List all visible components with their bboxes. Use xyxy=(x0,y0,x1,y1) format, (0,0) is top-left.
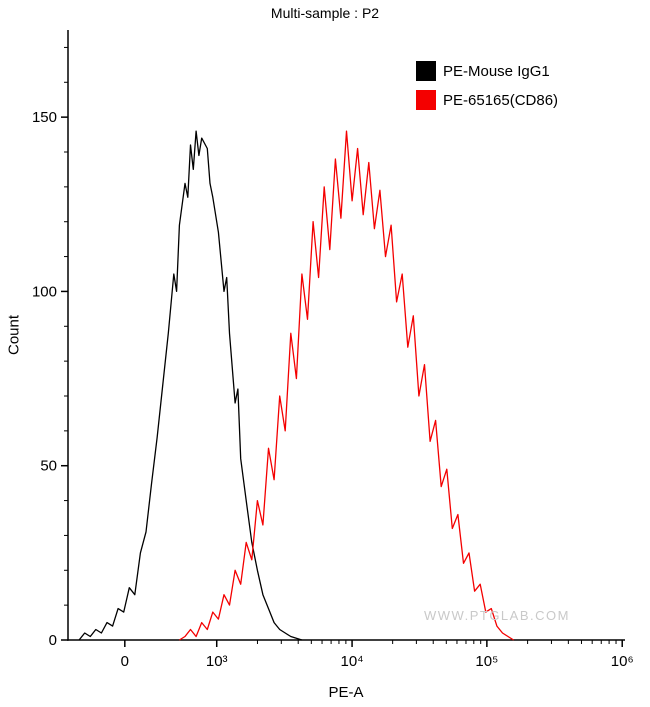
y-tick-label: 50 xyxy=(40,458,57,475)
legend-entry-igg1: PE-Mouse IgG1 xyxy=(416,61,558,81)
x-tick-label: 10⁵ xyxy=(475,653,498,670)
y-axis-label: Count xyxy=(5,314,23,356)
y-tick-label: 150 xyxy=(32,109,57,126)
histogram-trace-0 xyxy=(78,130,303,641)
y-tick-label: 0 xyxy=(49,632,57,649)
legend-swatch-black xyxy=(416,61,436,81)
legend-label-igg1: PE-Mouse IgG1 xyxy=(443,62,550,80)
legend-entry-cd86: PE-65165(CD86) xyxy=(416,90,558,110)
legend-label-cd86: PE-65165(CD86) xyxy=(443,91,559,109)
chart-title: Multi-sample : P2 xyxy=(270,5,380,21)
legend-swatch-red xyxy=(416,90,436,110)
watermark: WWW.PTGLAB.COM xyxy=(424,608,570,623)
x-tick-label: 10⁶ xyxy=(611,653,634,670)
x-axis-label: PE-A xyxy=(328,684,364,701)
x-tick-label: 10⁴ xyxy=(340,653,363,670)
x-tick-label: 10³ xyxy=(206,653,228,670)
legend: PE-Mouse IgG1 PE-65165(CD86) xyxy=(416,61,558,119)
x-tick-label: 0 xyxy=(121,653,129,670)
histogram-trace-1 xyxy=(179,130,514,641)
y-tick-label: 100 xyxy=(32,283,57,300)
